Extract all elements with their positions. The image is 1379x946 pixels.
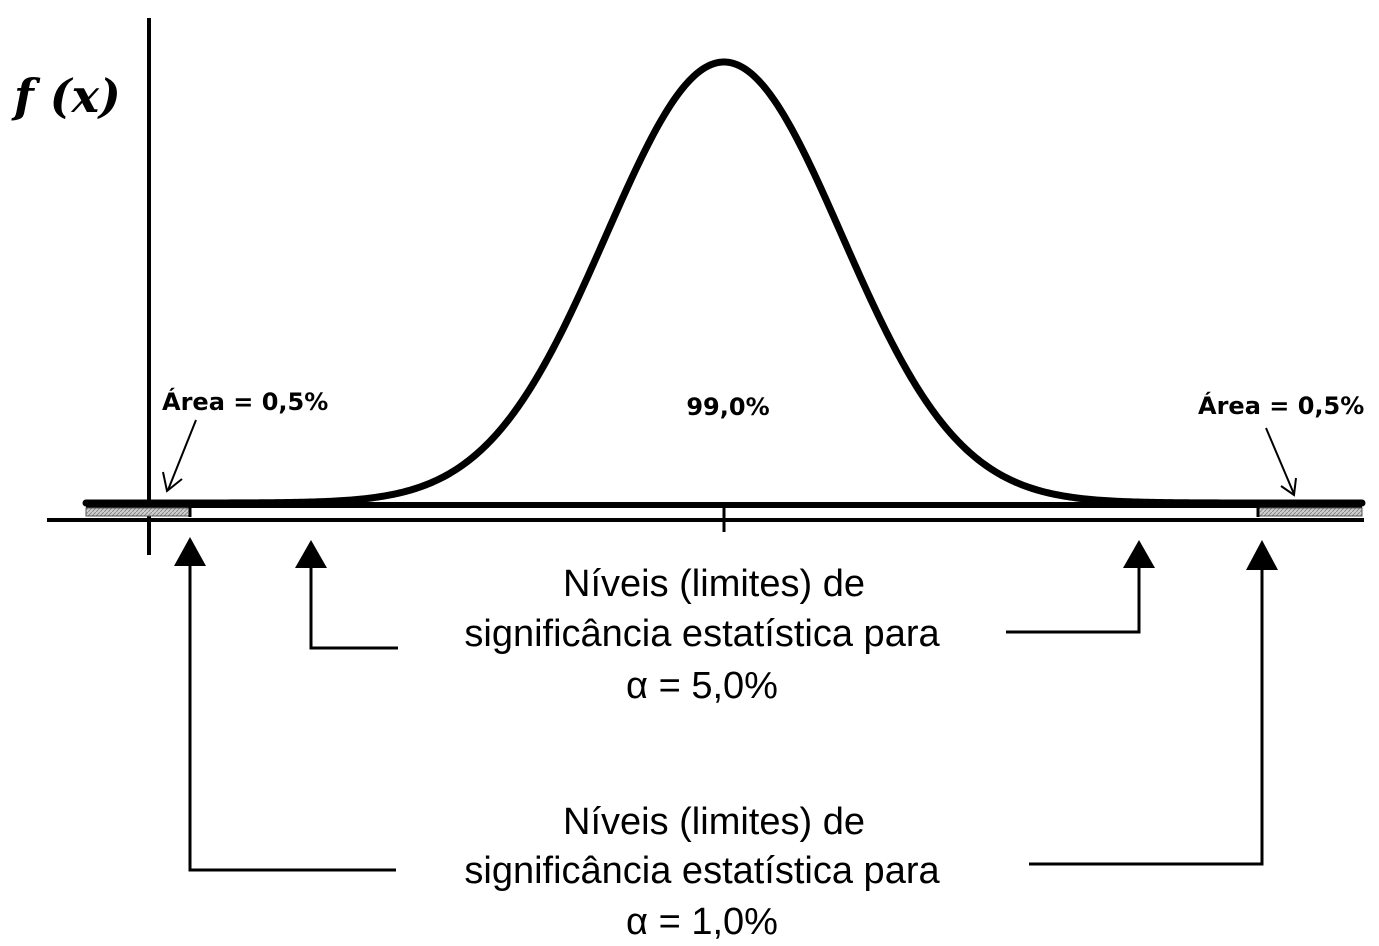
- right-tail-area: [1257, 507, 1363, 517]
- area-left-pointer: [162, 419, 197, 493]
- area-left-label: Área = 0,5%: [162, 387, 328, 416]
- alpha-1-line-2: significância estatística para: [464, 850, 940, 892]
- normal-curve: [82, 58, 1366, 507]
- alpha-5-line-1: Níveis (limites) de: [563, 563, 865, 605]
- alpha-1-annotation: Níveis (limites) de significância estatí…: [464, 801, 940, 943]
- alpha-5-bracket: [309, 560, 1141, 650]
- alpha-5-line-3: α = 5,0%: [626, 665, 778, 707]
- alpha-5-right-arrowhead: [1123, 540, 1155, 568]
- alpha-5-annotation: Níveis (limites) de significância estatí…: [464, 563, 940, 707]
- alpha-1-right-arrowhead: [1246, 540, 1278, 570]
- center-area-label: 99,0%: [686, 393, 769, 421]
- y-axis-label: f (x): [11, 69, 121, 123]
- alpha-1-line-1: Níveis (limites) de: [563, 801, 865, 843]
- alpha-1-left-arrowhead: [174, 537, 206, 566]
- area-right-pointer: [1265, 427, 1297, 497]
- alpha-5-left-arrowhead: [295, 540, 327, 568]
- alpha-1-line-3: α = 1,0%: [626, 901, 778, 943]
- left-tail-area: [85, 507, 191, 517]
- area-right-label: Área = 0,5%: [1198, 391, 1364, 420]
- alpha-1-bracket: [188, 560, 1264, 872]
- alpha-5-line-2: significância estatística para: [464, 613, 940, 655]
